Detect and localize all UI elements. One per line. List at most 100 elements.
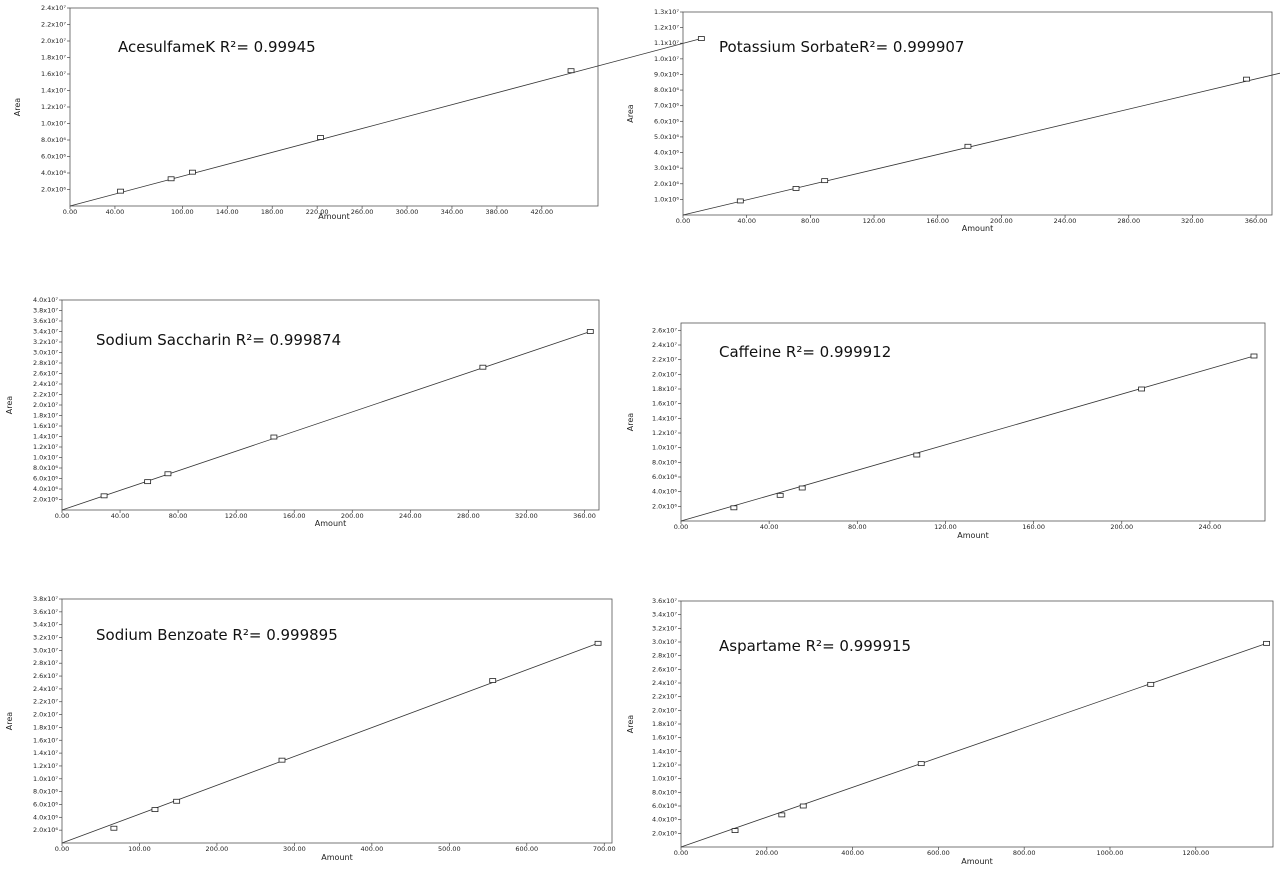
- y-tick-label: 1.2x10⁷: [33, 762, 58, 770]
- y-tick-label: 3.4x10⁷: [652, 611, 677, 619]
- y-tick-label: 2.0x10⁶: [33, 496, 58, 504]
- data-point: [731, 828, 739, 833]
- y-tick-label: 2.2x10⁷: [33, 698, 58, 706]
- x-tick-label: 120.00: [225, 512, 248, 520]
- x-tick-label: 600.00: [515, 845, 538, 853]
- plot-frame: [680, 322, 1266, 522]
- fit-line: [61, 642, 599, 844]
- y-tick-label: 3.6x10⁷: [652, 597, 677, 605]
- y-tick-label: 2.0x10⁷: [652, 706, 677, 714]
- fit-line: [680, 642, 1267, 848]
- x-tick-label: 280.00: [457, 512, 480, 520]
- y-axis-label: Area: [5, 396, 14, 415]
- y-tick-label: 3.0x10⁷: [33, 646, 58, 654]
- data-point: [479, 364, 487, 370]
- y-tick-label: 1.1x10⁷: [654, 39, 679, 47]
- x-tick-label: 380.00: [486, 208, 509, 216]
- data-point: [278, 757, 286, 763]
- y-tick-label: 2.0x10⁶: [33, 826, 58, 834]
- r-squared-annotation: Caffeine R²= 0.999912: [719, 343, 891, 361]
- y-tick-label: 1.8x10⁷: [652, 720, 677, 728]
- y-tick-label: 2.2x10⁷: [652, 693, 677, 701]
- y-tick-label: 1.2x10⁷: [41, 103, 66, 111]
- y-tick-label: 1.6x10⁷: [33, 422, 58, 430]
- x-tick-label: 240.00: [1054, 217, 1077, 225]
- plot-frame: [61, 598, 613, 844]
- x-axis-label: Amount: [315, 519, 346, 528]
- data-point: [594, 640, 602, 646]
- y-tick-label: 3.8x10⁷: [33, 595, 58, 603]
- chart-panel-4: 2.0x10⁶ 4.0x10⁶ 6.0x10⁶ 8.0x10⁶ 1.0x10⁷ 1.2x1…: [626, 322, 1266, 540]
- x-tick-label: 320.00: [515, 512, 538, 520]
- x-axis-label: Amount: [957, 531, 988, 540]
- r-squared-annotation: Aspartame R²= 0.999915: [719, 637, 911, 655]
- y-tick-label: 8.0x10⁶: [33, 788, 58, 796]
- x-tick-label: 80.00: [169, 512, 188, 520]
- y-axis-label: Area: [13, 98, 22, 117]
- x-tick-label: 100.00: [171, 208, 194, 216]
- data-point: [151, 807, 159, 813]
- y-tick-label: 2.8x10⁷: [33, 359, 58, 367]
- y-tick-label: 3.0x10⁷: [652, 638, 677, 646]
- y-tick-label: 2.0x10⁶: [654, 180, 679, 188]
- data-point: [586, 329, 594, 334]
- y-tick-label: 1.0x10⁶: [654, 195, 679, 203]
- r-squared-annotation: Potassium SorbateR²= 0.999907: [719, 38, 964, 56]
- x-tick-label: 80.00: [801, 217, 820, 225]
- data-point: [913, 452, 921, 458]
- x-tick-label: 200.00: [1110, 523, 1133, 531]
- data-point: [697, 36, 705, 41]
- data-point: [567, 68, 575, 74]
- y-tick-label: 2.2x10⁷: [652, 356, 677, 364]
- y-tick-label: 2.4x10⁷: [33, 685, 58, 693]
- chart-panel-5: 2.0x10⁶ 4.0x10⁶ 6.0x10⁶ 8.0x10⁶ 1.0x10⁷ 1.2x1…: [5, 595, 616, 862]
- x-tick-label: 240.00: [1199, 523, 1222, 531]
- y-tick-label: 8.0x10⁶: [33, 464, 58, 472]
- y-tick-label: 4.0x10⁶: [33, 485, 58, 493]
- x-tick-label: 40.00: [760, 523, 779, 531]
- x-axis-label: Amount: [318, 212, 349, 221]
- x-tick-label: 600.00: [927, 849, 950, 857]
- data-point: [1243, 76, 1250, 82]
- chart-panel-2: 1.0x10⁶ 2.0x10⁶ 3.0x10⁶ 4.0x10⁶ 5.0x10⁶ 6.0x1…: [626, 8, 1280, 233]
- y-tick-label: 4.0x10⁶: [652, 488, 677, 496]
- y-tick-label: 2.2x10⁷: [33, 391, 58, 399]
- x-tick-label: 400.00: [841, 849, 864, 857]
- y-tick-label: 2.0x10⁷: [33, 401, 58, 409]
- y-tick-label: 1.0x10⁷: [652, 775, 677, 783]
- x-tick-label: 400.00: [360, 845, 383, 853]
- y-tick-label: 2.8x10⁷: [652, 652, 677, 660]
- y-tick-label: 1.4x10⁷: [652, 414, 677, 422]
- y-tick-label: 7.0x10⁶: [654, 102, 679, 110]
- fit-line: [61, 331, 591, 511]
- x-tick-label: 320.00: [1181, 217, 1204, 225]
- x-tick-label: 40.00: [106, 208, 125, 216]
- y-tick-label: 1.0x10⁷: [41, 120, 66, 128]
- y-tick-label: 6.0x10⁶: [654, 117, 679, 125]
- fit-line: [682, 72, 1280, 216]
- data-point: [964, 143, 972, 149]
- y-tick-label: 2.6x10⁷: [33, 672, 58, 680]
- chart-panel-1: 2.0x10⁶ 4.0x10⁶ 6.0x10⁶ 8.0x10⁶ 1.0x10⁷ 1.2x1…: [13, 4, 705, 221]
- y-tick-label: 2.6x10⁷: [652, 326, 677, 334]
- r-squared-annotation: Sodium Benzoate R²= 0.999895: [96, 626, 338, 644]
- x-tick-label: 1200.00: [1182, 849, 1209, 857]
- fit-line: [69, 38, 702, 207]
- y-tick-label: 1.4x10⁷: [33, 433, 58, 441]
- x-tick-label: 300.00: [283, 845, 306, 853]
- chart-panel-6: 2.0x10⁶ 4.0x10⁶ 6.0x10⁶ 8.0x10⁶ 1.0x10⁷ 1.2x1…: [626, 597, 1274, 866]
- x-tick-label: 340.00: [441, 208, 464, 216]
- y-tick-label: 2.4x10⁷: [652, 679, 677, 687]
- x-tick-label: 300.00: [396, 208, 419, 216]
- y-tick-label: 2.0x10⁷: [41, 37, 66, 45]
- data-point: [730, 505, 738, 511]
- x-tick-label: 160.00: [283, 512, 306, 520]
- x-tick-label: 180.00: [261, 208, 284, 216]
- data-point: [144, 479, 152, 485]
- x-tick-label: 160.00: [1022, 523, 1045, 531]
- y-tick-label: 1.2x10⁷: [654, 24, 679, 32]
- x-tick-label: 0.00: [674, 523, 688, 531]
- x-tick-label: 100.00: [128, 845, 151, 853]
- x-tick-label: 0.00: [674, 849, 688, 857]
